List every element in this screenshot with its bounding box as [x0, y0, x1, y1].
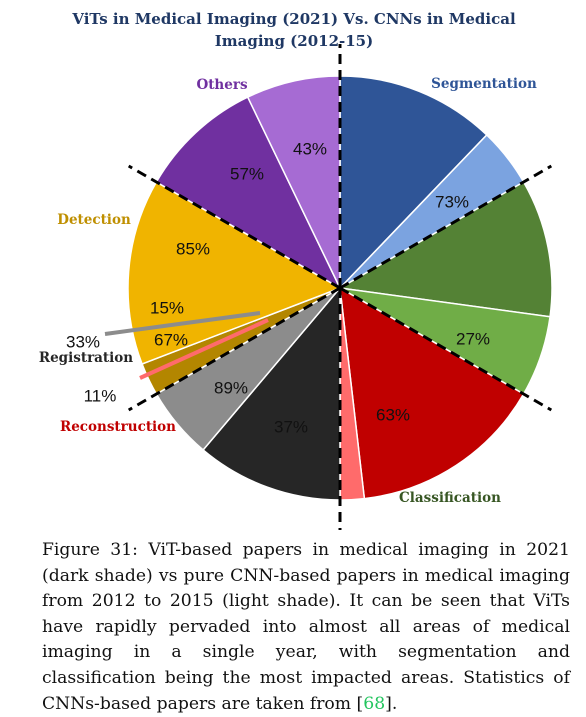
chart-title: ViTs in Medical Imaging (2021) Vs. CNNs … [71, 10, 516, 50]
pie-chart: ViTs in Medical Imaging (2021) Vs. CNNs … [39, 10, 553, 530]
category-dividers [104, 44, 553, 530]
divider-detection [127, 286, 341, 412]
label-detection: Detection [57, 212, 131, 228]
segmentation-pct-73: 73% [435, 192, 469, 211]
label-registration: Registration [39, 350, 133, 366]
divider-classification [339, 164, 553, 290]
divider-others [127, 164, 341, 290]
label-segmentation: Segmentation [431, 76, 537, 92]
segmentation-73-slice [339, 75, 488, 290]
reconstruction-89-slice [339, 286, 525, 500]
pie-slices [127, 75, 553, 501]
classification-pct-37: 37% [274, 417, 308, 436]
chart-title-line: ViTs in Medical Imaging (2021) Vs. CNNs … [71, 10, 516, 28]
reconstruction-leader [139, 318, 269, 380]
classification-pct-63: 63% [376, 405, 410, 424]
registration-leader [104, 311, 261, 336]
label-reconstruction: Reconstruction [60, 419, 176, 435]
registration-pct-33: 33% [66, 332, 100, 351]
figure-caption: Figure 31: ViT-based papers in medical i… [42, 538, 570, 717]
others-pct-43: 43% [293, 139, 327, 158]
segmentation-pct-27: 27% [456, 329, 490, 348]
label-others: Others [196, 77, 248, 93]
citation-link[interactable]: 68 [363, 693, 386, 714]
others-pct-57: 57% [230, 164, 264, 183]
category-labels: Segmentation Classification Reconstruction… [39, 76, 537, 506]
chart-title-line: Imaging (2012-15) [215, 32, 373, 50]
caption-end: ]. [385, 693, 398, 714]
registration-pct-67: 67% [154, 330, 188, 349]
reconstruction-pct-11: 11% [84, 386, 117, 405]
label-classification: Classification [399, 490, 501, 506]
detection-pct-15: 15% [150, 298, 184, 317]
caption-text: Figure 31: ViT-based papers in medical i… [42, 540, 570, 714]
divider-reconstruction [339, 286, 553, 412]
percentage-labels: 73% 27% 63% 37% 89% 11% 67% 33% 15% 85% 57% 43% [66, 139, 490, 436]
others-57-slice [155, 96, 342, 290]
registration-67-slice [202, 285, 341, 501]
reconstruction-pct-89: 89% [214, 378, 248, 397]
detection-85-slice [127, 180, 342, 365]
classification-63-slice [337, 180, 553, 318]
detection-pct-85: 85% [176, 239, 210, 258]
